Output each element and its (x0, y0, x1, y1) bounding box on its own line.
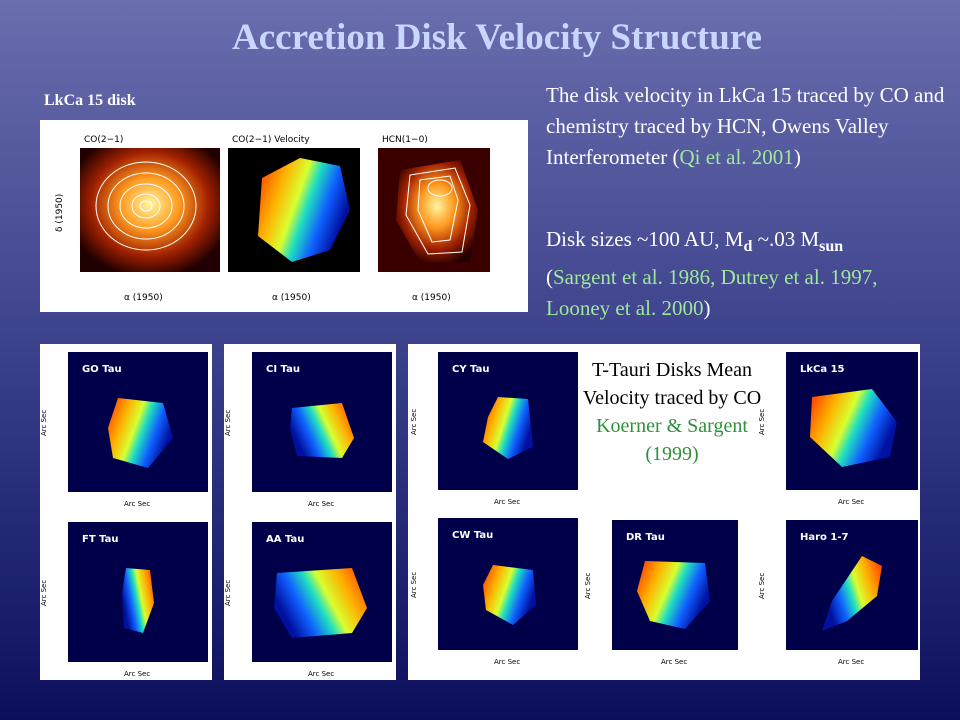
axis-label: Arc Sec (494, 498, 520, 506)
axis-label: Arc Sec (308, 500, 334, 508)
text: Disk sizes ~100 AU, M (546, 227, 744, 251)
velocity-disk (822, 556, 882, 631)
contours (95, 161, 197, 251)
caption-text: T-Tauri Disks Mean Velocity traced by CO (582, 359, 762, 409)
axis-label: Arc Sec (758, 409, 766, 435)
panel-label: HCN(1−0) (382, 135, 428, 145)
text: ) (703, 296, 711, 321)
disk-label: AA Tau (266, 534, 304, 545)
axis-label: Arc Sec (40, 580, 48, 606)
image-heading: LkCa 15 disk (44, 92, 136, 109)
axis-label: α (1950) (412, 293, 451, 303)
axis-label: Arc Sec (124, 500, 150, 508)
text: ( (546, 265, 553, 290)
axis-label: δ (1950) (55, 194, 65, 232)
axis-label: α (1950) (124, 293, 163, 303)
disk-label: Haro 1-7 (800, 532, 849, 543)
text: The disk velocity in LkCa 15 traced by C… (546, 83, 945, 169)
velocity-disk (274, 568, 367, 638)
axis-label: Arc Sec (584, 573, 592, 599)
velocity-disk (637, 561, 710, 629)
axis-label: Arc Sec (40, 410, 48, 436)
disk-label: LkCa 15 (800, 364, 845, 375)
text: ~.03 M (752, 227, 820, 251)
paragraph: The disk velocity in LkCa 15 traced by C… (546, 80, 946, 173)
disk-label: GO Tau (82, 364, 122, 375)
velocity-disk (108, 398, 173, 468)
citation: Qi et al. 2001 (679, 145, 794, 169)
paragraph: Disk sizes ~100 AU, Md ~.03 Msun (Sargent… (546, 224, 946, 324)
axis-label: Arc Sec (224, 580, 232, 606)
text: ) (793, 145, 801, 169)
axis-label: Arc Sec (494, 658, 520, 666)
citation: Sargent et al. 1986, Dutrey et al. 1997,… (546, 265, 878, 321)
map-emission (396, 160, 478, 262)
slide-title: Accretion Disk Velocity Structure (232, 17, 762, 58)
velocity-disk (258, 158, 350, 262)
disk-label: CW Tau (452, 530, 493, 541)
panel-label: CO(2−1) (84, 135, 123, 145)
disk-label: CI Tau (266, 364, 300, 375)
axis-label: Arc Sec (308, 670, 334, 678)
axis-label: Arc Sec (758, 573, 766, 599)
velocity-disk (483, 565, 536, 625)
subscript: sun (819, 238, 844, 256)
contours (405, 167, 471, 255)
velocity-disk (483, 397, 533, 459)
velocity-disk (290, 403, 354, 458)
axis-label: Arc Sec (124, 670, 150, 678)
caption: T-Tauri Disks Mean Velocity traced by CO… (580, 356, 764, 468)
citation: Koerner & Sargent (1999) (596, 415, 748, 465)
axis-label: Arc Sec (410, 409, 418, 435)
disk-label: DR Tau (626, 532, 665, 543)
disk-label: CY Tau (452, 364, 489, 375)
disk-label: FT Tau (82, 534, 119, 545)
axis-label: Arc Sec (410, 572, 418, 598)
axis-label: Arc Sec (661, 658, 687, 666)
velocity-disk (810, 389, 897, 467)
axis-label: Arc Sec (224, 410, 232, 436)
axis-label: Arc Sec (838, 658, 864, 666)
panel-label: CO(2−1) Velocity (232, 135, 310, 145)
axis-label: α (1950) (272, 293, 311, 303)
axis-label: Arc Sec (838, 498, 864, 506)
velocity-disk (122, 568, 154, 633)
subscript: d (743, 238, 753, 256)
